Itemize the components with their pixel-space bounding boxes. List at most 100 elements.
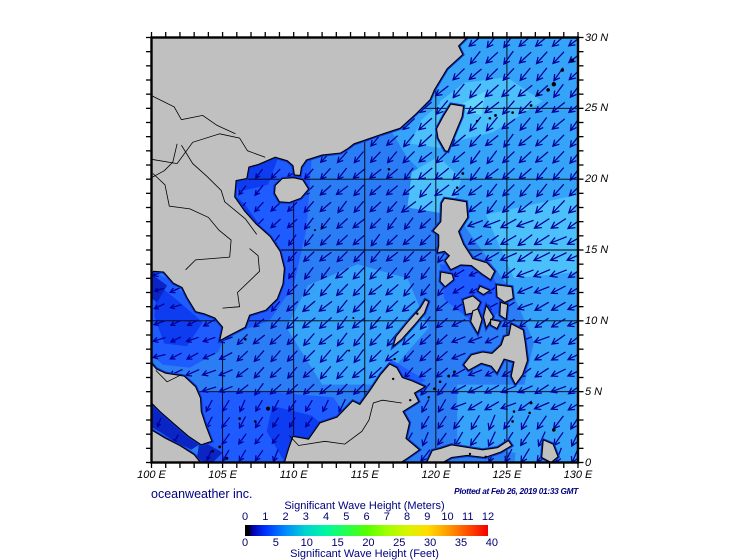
wave-direction-arrow <box>287 234 297 247</box>
wave-direction-arrow <box>236 350 249 362</box>
wave-direction-arrow <box>550 368 566 378</box>
small-island <box>266 406 271 411</box>
wave-direction-arrow <box>336 234 349 246</box>
wave-direction-arrow <box>270 350 281 363</box>
legend-meters-tick-12: 12 <box>481 511 495 523</box>
wave-direction-arrow <box>286 366 298 380</box>
wave-direction-arrow <box>238 449 247 463</box>
wave-direction-arrow <box>301 317 316 329</box>
wave-direction-arrow <box>235 384 249 395</box>
small-island <box>218 445 222 449</box>
wave-direction-arrow <box>419 333 432 346</box>
small-island <box>455 186 459 189</box>
wave-direction-arrow <box>418 151 433 163</box>
lat-label-30: 30 N <box>585 31 609 44</box>
wave-direction-arrow <box>516 302 534 311</box>
wave-direction-arrow <box>420 266 431 280</box>
wave-direction-arrow <box>417 167 433 181</box>
lon-label-130: 130 E <box>563 469 593 481</box>
lon-label-120: 120 E <box>421 469 451 481</box>
wave-direction-arrow <box>533 351 550 361</box>
wave-direction-arrow <box>417 117 433 131</box>
wave-direction-arrow <box>336 316 348 331</box>
wave-direction-arrow <box>550 285 566 295</box>
small-island <box>552 428 556 432</box>
wave-direction-arrow <box>253 201 264 213</box>
country-border <box>222 248 260 309</box>
wave-direction-arrow <box>486 150 498 165</box>
wave-direction-arrow <box>534 384 549 395</box>
small-island <box>253 420 257 423</box>
wave-direction-arrow <box>286 284 298 296</box>
wave-direction-arrow <box>303 217 314 231</box>
wave-direction-arrow <box>450 336 466 344</box>
small-island <box>416 312 419 315</box>
wave-direction-arrow <box>303 233 314 247</box>
wave-direction-arrow <box>269 367 282 379</box>
small-island <box>438 380 442 384</box>
wave-direction-arrow <box>336 151 348 164</box>
wave-direction-arrow <box>549 236 567 245</box>
wave-direction-arrow <box>435 334 448 346</box>
small-island <box>511 111 514 114</box>
wave-direction-arrow <box>419 251 432 263</box>
wave-direction-arrow <box>516 251 533 263</box>
wave-direction-arrow <box>287 251 298 263</box>
ocean-region-celebes-sea-light <box>457 384 536 456</box>
wave-direction-arrow <box>467 184 483 196</box>
wave-direction-arrow <box>435 100 449 116</box>
wave-direction-arrow <box>319 184 332 196</box>
wave-direction-arrow <box>533 218 550 229</box>
wave-direction-arrow <box>501 100 515 115</box>
wave-direction-arrow <box>352 218 365 229</box>
wave-direction-arrow <box>534 317 549 329</box>
wave-direction-arrow <box>353 200 365 214</box>
wave-direction-arrow <box>320 266 331 280</box>
wave-direction-arrow <box>499 402 517 411</box>
wave-direction-arrow <box>319 167 331 180</box>
wave-direction-arrow <box>221 416 231 429</box>
wave-direction-arrow <box>483 101 500 114</box>
wave-direction-arrow <box>386 151 398 164</box>
wave-direction-arrow <box>385 135 399 147</box>
small-island <box>512 410 516 413</box>
wave-direction-arrow <box>534 367 549 378</box>
wave-direction-arrow <box>201 386 217 394</box>
wave-direction-arrow <box>437 432 447 446</box>
legend-meters-tick-3: 3 <box>302 511 309 523</box>
wave-direction-arrow <box>353 332 365 347</box>
wave-direction-arrow <box>270 202 281 212</box>
wave-direction-arrow <box>470 414 480 431</box>
small-island <box>447 374 451 378</box>
small-island <box>225 456 229 460</box>
wave-direction-arrow <box>419 218 432 230</box>
wave-direction-arrow <box>302 349 316 363</box>
legend-feet-tick-25: 25 <box>393 537 406 549</box>
wave-direction-arrow <box>452 83 465 99</box>
small-island <box>475 119 479 123</box>
ocean-region-gulf-thailand-nw-dark <box>151 274 168 303</box>
wave-direction-arrow <box>352 168 365 180</box>
wave-direction-arrow <box>319 201 332 213</box>
wave-direction-arrow <box>418 367 432 378</box>
country-border <box>151 143 178 179</box>
wave-direction-arrow <box>236 333 249 346</box>
wave-direction-arrow <box>503 415 514 430</box>
wave-direction-arrow <box>501 84 516 98</box>
wave-direction-arrow <box>335 283 349 297</box>
land-layer <box>150 36 559 464</box>
wave-direction-arrow <box>272 399 280 413</box>
wave-direction-arrow <box>435 301 449 312</box>
wave-direction-arrow <box>334 267 349 279</box>
wave-direction-arrow <box>519 117 531 132</box>
wave-direction-arrow <box>515 219 534 229</box>
wave-direction-arrow <box>319 349 332 364</box>
small-island <box>453 370 456 374</box>
land-borneo <box>283 363 427 464</box>
wave-direction-arrow <box>385 168 399 180</box>
wave-direction-arrow <box>286 383 299 395</box>
wave-direction-arrow <box>535 51 548 65</box>
wave-direction-arrow <box>305 399 313 413</box>
wave-direction-arrow <box>321 399 329 413</box>
wave-direction-arrow <box>202 319 216 327</box>
